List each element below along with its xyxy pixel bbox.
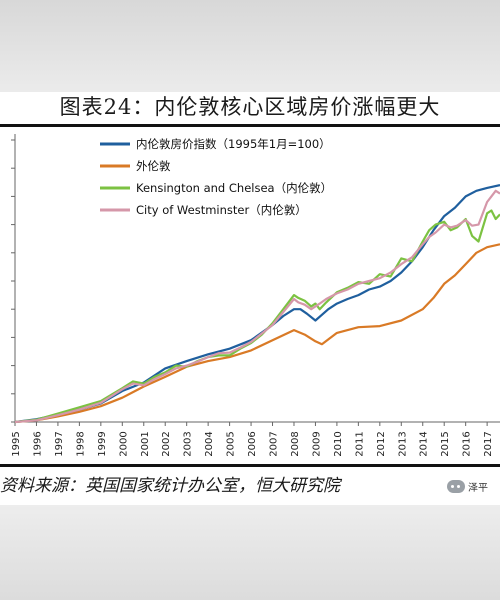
x-tick-label: 2001	[140, 431, 151, 456]
series-line-4	[14, 189, 500, 424]
legend-label: Kensington and Chelsea（内伦敦）	[136, 181, 332, 195]
background-bottom	[0, 505, 500, 600]
x-tick-label: 2008	[290, 431, 301, 456]
x-tick-label: 2007	[269, 431, 280, 456]
series-line-3	[14, 209, 500, 424]
source-rule	[0, 464, 500, 467]
axes: 1995 1996 1997 1998 1999 2000 2001 2002 2003 2004…	[11, 134, 500, 457]
x-tick-label: 1999	[97, 431, 108, 456]
x-tick-label: 2017	[483, 431, 494, 456]
chart-panel: 图表24：内伦敦核心区域房价涨幅更大 1995 1996 1997 1998 1999 2…	[0, 92, 500, 505]
background-top	[0, 0, 500, 92]
series-lines	[14, 184, 500, 424]
legend: 内伦敦房价指数（1995年1月=100） 外伦敦 Kensington and Ch…	[100, 137, 332, 217]
x-tick-label: 1998	[75, 431, 86, 456]
x-tick-label: 2016	[462, 431, 473, 456]
x-tick-label: 2000	[118, 431, 129, 456]
title-rule	[0, 124, 500, 127]
x-tick-label: 2006	[247, 431, 258, 456]
x-tick-label: 1996	[32, 431, 43, 456]
chart-title: 图表24：内伦敦核心区域房价涨幅更大	[59, 95, 441, 119]
x-tick-label: 2014	[419, 431, 430, 456]
x-tick-label: 2009	[311, 431, 322, 456]
series-line-2	[14, 243, 500, 424]
x-tick-label: 1997	[54, 431, 65, 456]
x-tick-label: 2011	[354, 431, 365, 456]
x-tick-label: 2013	[397, 431, 408, 456]
legend-label: 外伦敦	[136, 159, 171, 173]
x-tick-label: 2012	[376, 431, 387, 456]
line-chart: 1995 1996 1997 1998 1999 2000 2001 2002 2003 2004…	[11, 134, 500, 457]
legend-label: City of Westminster（内伦敦）	[136, 203, 307, 217]
x-tick-label: 2003	[183, 431, 194, 456]
source-note: 资料来源：英国国家统计办公室，恒大研究院	[0, 476, 340, 496]
x-tick-label: 2005	[226, 431, 237, 456]
wechat-icon	[447, 479, 465, 493]
x-tick-label: 2004	[204, 431, 215, 456]
x-tick-label: 2010	[333, 431, 344, 456]
legend-label: 内伦敦房价指数（1995年1月=100）	[136, 137, 331, 151]
watermark-text: 泽平	[468, 482, 488, 494]
x-tick-label: 2015	[440, 431, 451, 456]
x-tick-label: 1995	[11, 431, 22, 456]
watermark: 泽平	[447, 476, 488, 496]
x-tick-label: 2002	[161, 431, 172, 456]
